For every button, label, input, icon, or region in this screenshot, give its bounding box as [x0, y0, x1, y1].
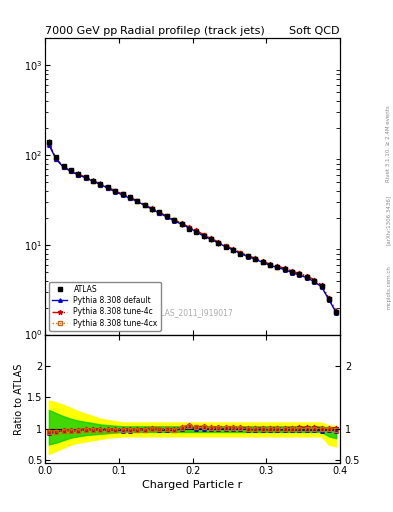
- Text: Rivet 3.1.10, ≥ 2.4M events: Rivet 3.1.10, ≥ 2.4M events: [386, 105, 391, 182]
- Text: Soft QCD: Soft QCD: [290, 26, 340, 36]
- Text: mcplots.cern.ch: mcplots.cern.ch: [386, 265, 391, 309]
- X-axis label: Charged Particle r: Charged Particle r: [142, 480, 243, 490]
- Y-axis label: Ratio to ATLAS: Ratio to ATLAS: [14, 364, 24, 435]
- Legend: ATLAS, Pythia 8.308 default, Pythia 8.308 tune-4c, Pythia 8.308 tune-4cx: ATLAS, Pythia 8.308 default, Pythia 8.30…: [49, 282, 161, 331]
- Title: Radial profileρ (track jets): Radial profileρ (track jets): [120, 26, 265, 36]
- Text: [arXiv:1306.3436]: [arXiv:1306.3436]: [386, 195, 391, 245]
- Text: ATLAS_2011_I919017: ATLAS_2011_I919017: [152, 308, 233, 317]
- Text: 7000 GeV pp: 7000 GeV pp: [45, 26, 118, 36]
